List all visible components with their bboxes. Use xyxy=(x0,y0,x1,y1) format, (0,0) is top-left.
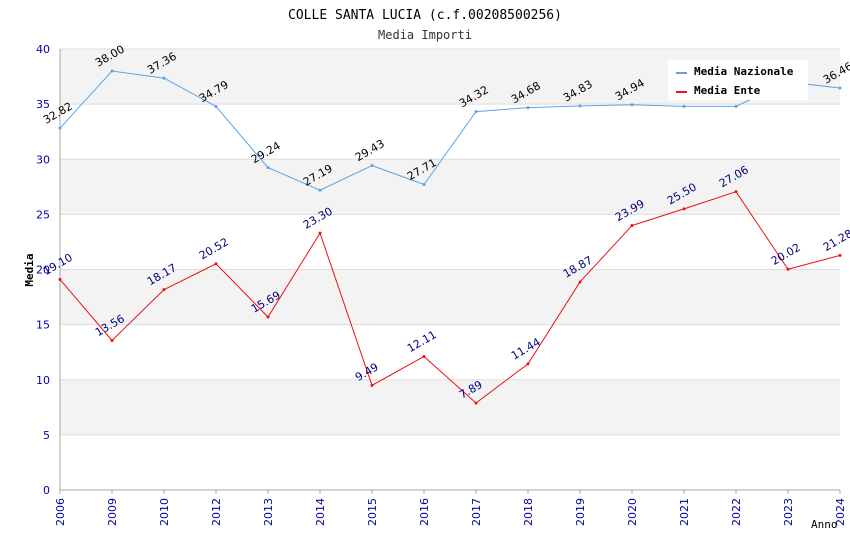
background-band xyxy=(60,434,840,490)
data-point xyxy=(162,76,166,80)
x-tick-label: 2021 xyxy=(678,498,691,526)
background-band xyxy=(60,379,840,435)
data-point xyxy=(162,288,166,292)
data-point xyxy=(838,86,842,90)
x-tick-label: 2013 xyxy=(262,498,275,526)
x-tick-label: 2019 xyxy=(574,498,587,526)
x-tick-label: 2012 xyxy=(210,498,223,526)
data-point xyxy=(682,207,686,211)
background-band xyxy=(60,269,840,325)
x-tick-label: 2017 xyxy=(470,498,483,526)
data-point xyxy=(318,231,322,235)
y-tick-label: 20 xyxy=(36,264,50,277)
data-point xyxy=(422,354,426,358)
data-point xyxy=(318,188,322,192)
x-tick-label: 2022 xyxy=(730,498,743,526)
y-axis-label: Media xyxy=(23,253,36,286)
data-point xyxy=(526,106,530,110)
data-point xyxy=(266,315,270,319)
x-tick-label: 2016 xyxy=(418,498,431,526)
x-tick-label: 2020 xyxy=(626,498,639,526)
data-point xyxy=(214,104,218,108)
background-band xyxy=(60,324,840,380)
data-point xyxy=(370,383,374,387)
data-point xyxy=(370,164,374,168)
data-point xyxy=(110,69,114,73)
legend: Media Nazionale Media Ente xyxy=(668,60,808,100)
data-point xyxy=(630,224,634,228)
data-point xyxy=(214,262,218,266)
background-bands xyxy=(60,49,840,490)
series-line-media-ente xyxy=(59,191,841,404)
y-tick-label: 10 xyxy=(36,374,50,387)
data-point xyxy=(58,126,62,130)
data-point xyxy=(734,190,738,194)
series-line-media-nazionale xyxy=(59,70,841,191)
legend-label-media-nazionale: Media Nazionale xyxy=(694,65,794,78)
background-band xyxy=(60,214,840,270)
data-point xyxy=(682,104,686,108)
chart-subtitle: Media Importi xyxy=(378,28,472,42)
x-tick-label: 2023 xyxy=(782,498,795,526)
x-tick-label: 2010 xyxy=(158,498,171,526)
y-tick-label: 0 xyxy=(43,484,50,497)
data-point xyxy=(474,401,478,405)
data-point xyxy=(630,103,634,107)
x-tick-label: 2018 xyxy=(522,498,535,526)
x-tick-label: 2014 xyxy=(314,498,327,526)
x-tick-label: 2015 xyxy=(366,498,379,526)
data-point xyxy=(526,362,530,366)
x-tick-label: 2009 xyxy=(106,498,119,526)
legend-label-media-ente: Media Ente xyxy=(694,84,761,97)
y-tick-label: 40 xyxy=(36,43,50,56)
background-band xyxy=(60,104,840,160)
data-point xyxy=(110,339,114,343)
data-point xyxy=(266,166,270,170)
data-point xyxy=(786,267,790,271)
data-point xyxy=(734,104,738,108)
y-tick-label: 35 xyxy=(36,98,50,111)
y-tick-label: 30 xyxy=(36,153,50,166)
chart-title: COLLE SANTA LUCIA (c.f.00208500256) xyxy=(288,8,562,23)
x-tick-label: 2006 xyxy=(54,498,67,526)
y-tick-label: 15 xyxy=(36,319,50,332)
y-tick-label: 25 xyxy=(36,208,50,221)
data-point xyxy=(838,253,842,257)
x-axis-label: Anno xyxy=(811,518,838,531)
data-point xyxy=(578,104,582,108)
data-point xyxy=(58,277,62,281)
data-point xyxy=(422,182,426,186)
axes: 0 5 10 15 20 25 30 35 40 2006 2009 2010 2012 2013 2014… xyxy=(36,43,847,526)
data-point xyxy=(578,280,582,284)
background-band xyxy=(60,159,840,215)
series-layer xyxy=(58,69,842,405)
y-tick-label: 5 xyxy=(43,429,50,442)
data-point xyxy=(474,110,478,114)
legend-box xyxy=(668,60,808,100)
x-tick-label: 2024 xyxy=(834,498,847,526)
